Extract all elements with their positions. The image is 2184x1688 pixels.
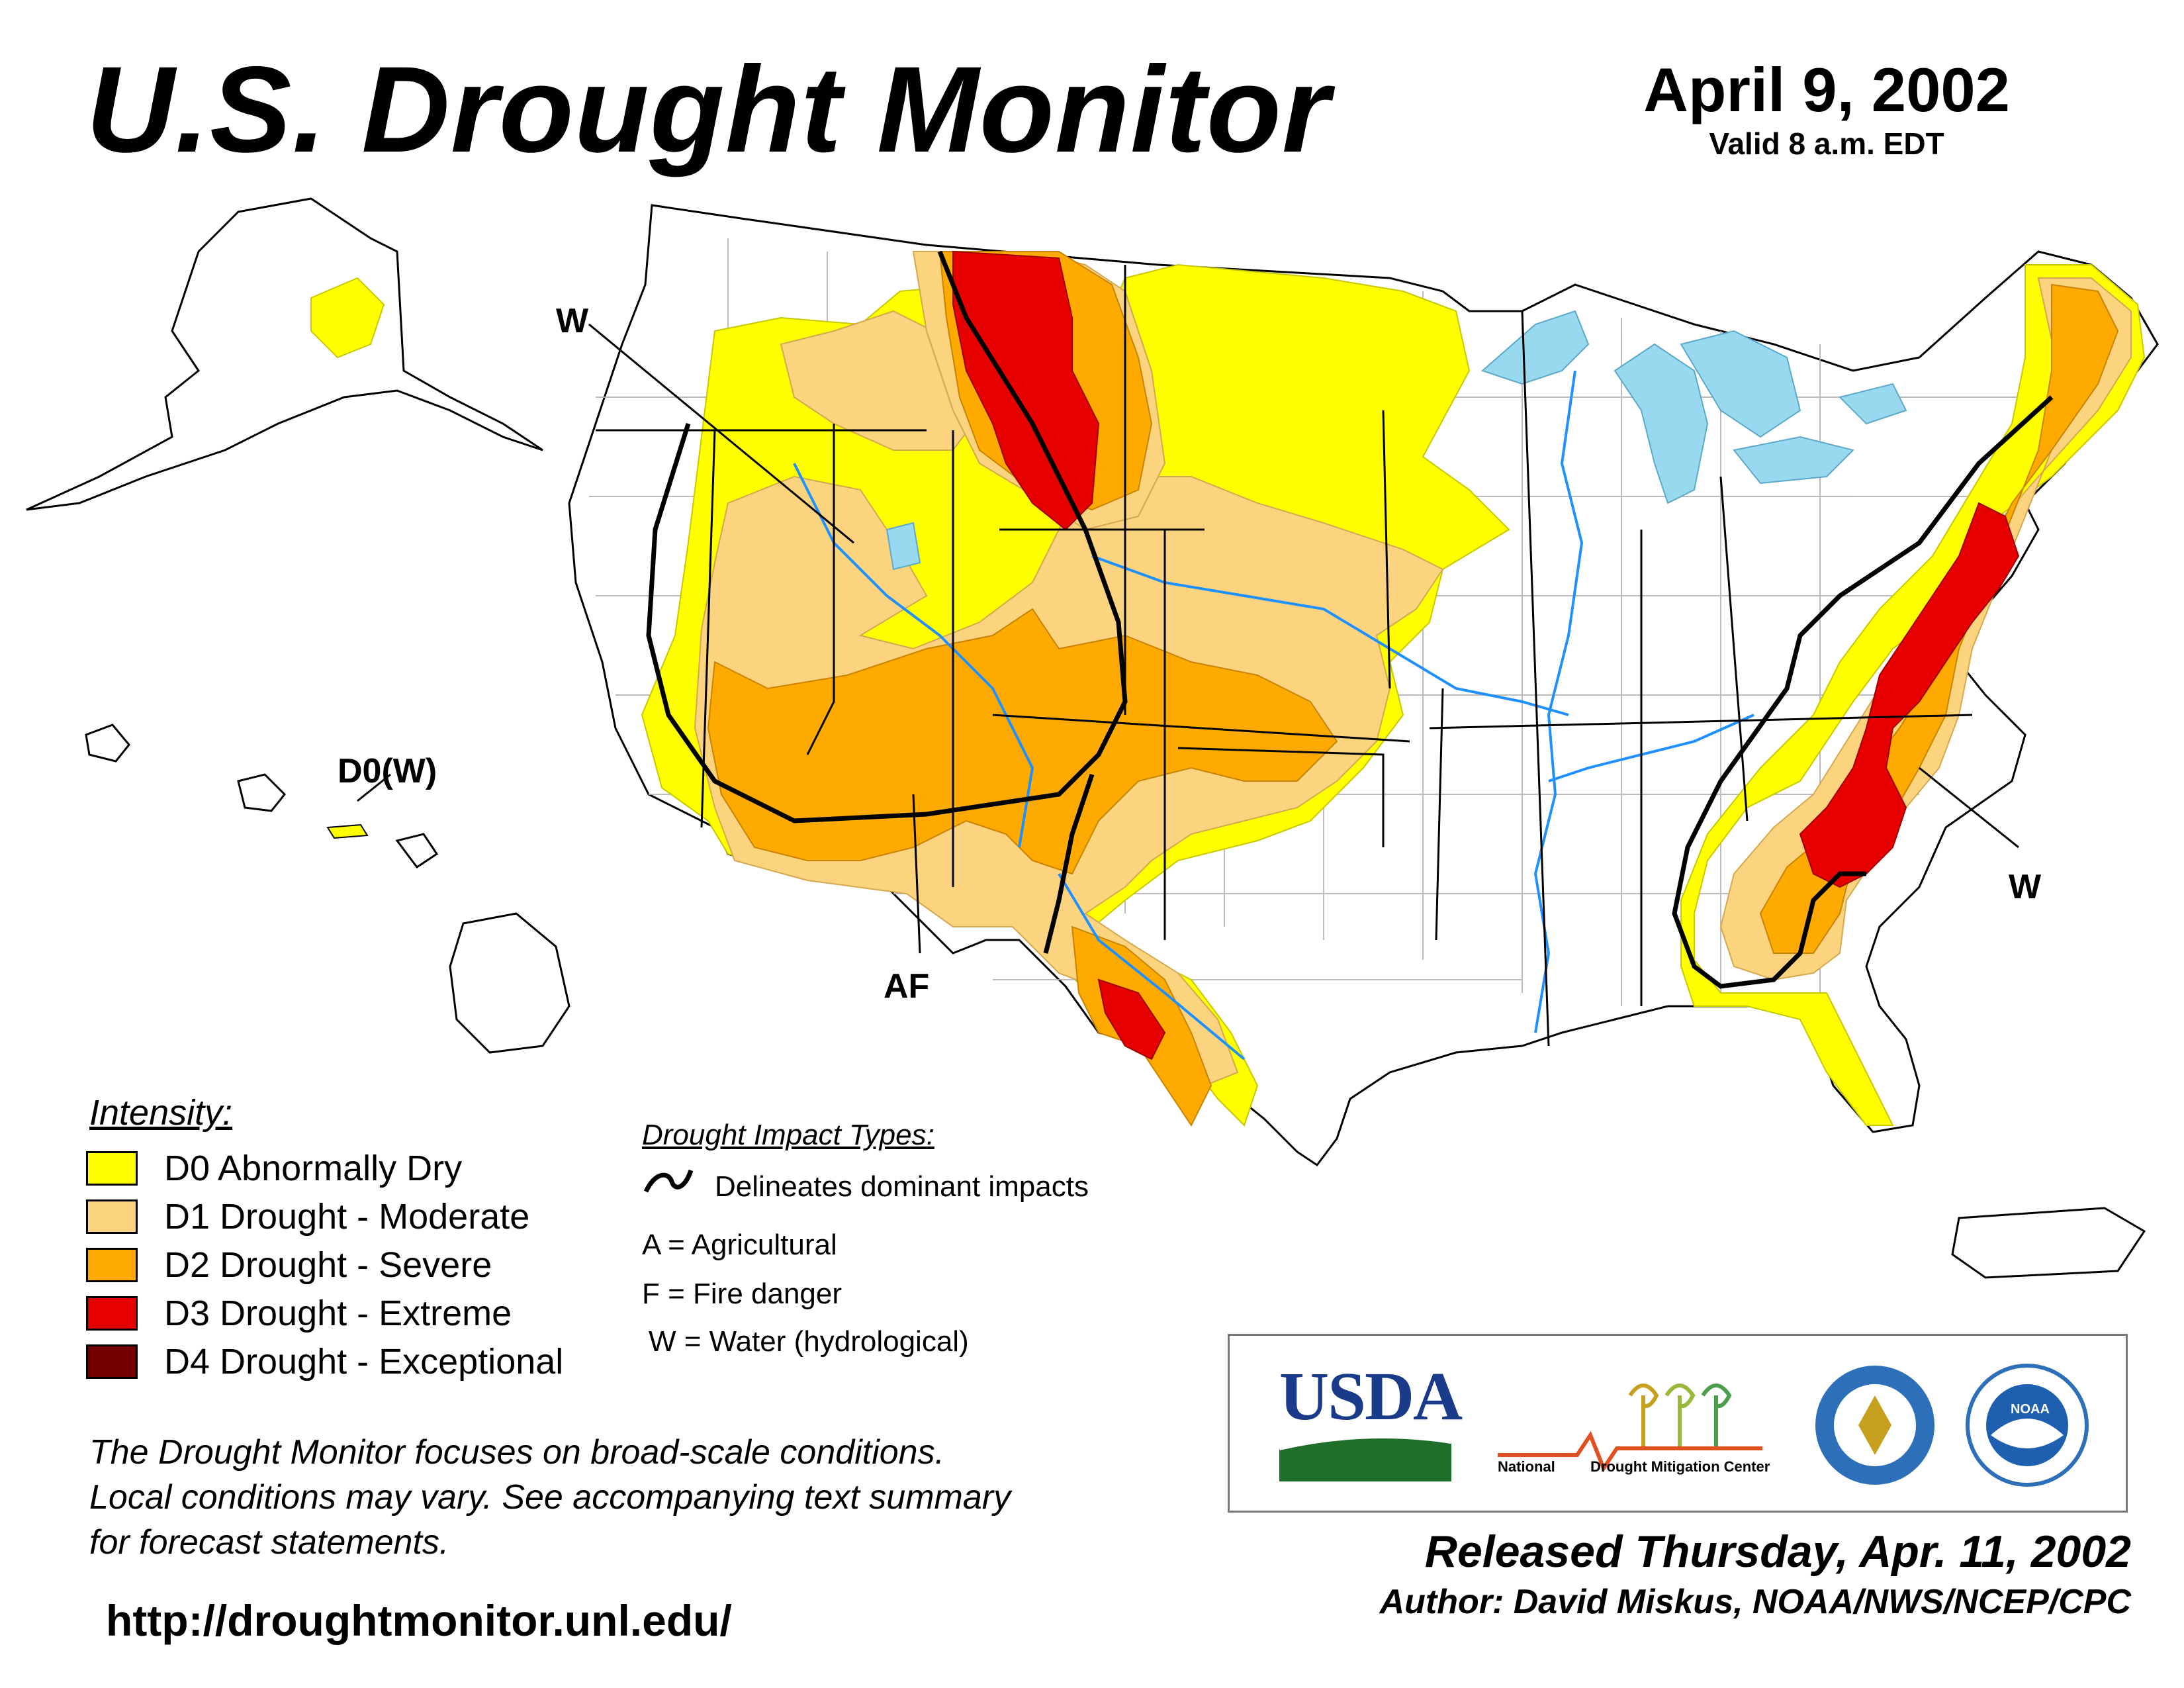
alaska-d0 [310, 277, 385, 359]
legend-label-d3: D3 Drought - Extreme [164, 1293, 512, 1333]
ndmc-logo: National Drought Mitigation Center [1498, 1369, 1776, 1488]
ndmc-trees-icon [1498, 1383, 1762, 1473]
disclaimer-line-2: Local conditions may vary. See accompany… [89, 1478, 1011, 1517]
impact-type-w: W = Water (hydrological) [649, 1325, 969, 1358]
impact-label-north-w: W [556, 302, 589, 340]
alaska [26, 197, 543, 511]
legend-swatch-d1 [86, 1199, 138, 1234]
d2-southwest [707, 608, 1338, 875]
disclaimer-line-1: The Drought Monitor focuses on broad-sca… [89, 1433, 945, 1472]
legend-swatch-d2 [86, 1248, 138, 1282]
author-credit: Author: David Miskus, NOAA/NWS/NCEP/CPC [1379, 1583, 2131, 1621]
legend-label-d4: D4 Drought - Exceptional [164, 1342, 564, 1382]
disclaimer: The Drought Monitor focuses on broad-sca… [89, 1430, 1011, 1565]
ndmc-logo-right-text: Drought Mitigation Center [1590, 1458, 1770, 1475]
legend-swatch-d0 [86, 1151, 138, 1186]
puerto-rico [1951, 1207, 2146, 1279]
legend-item-d3: D3 Drought - Extreme [86, 1293, 512, 1333]
impact-label-east-w: W [2009, 868, 2042, 906]
label-pointers [357, 323, 2019, 954]
commerce-seal-icon [1815, 1366, 1934, 1485]
legend-item-d2: D2 Drought - Severe [86, 1245, 492, 1285]
impact-line-desc: Delineates dominant impacts [715, 1170, 1089, 1203]
legend-title: Intensity: [89, 1093, 233, 1133]
legend-label-d2: D2 Drought - Severe [164, 1245, 492, 1285]
disclaimer-line-3: for forecast statements. [89, 1523, 449, 1562]
noaa-logo-text: NOAA [2011, 1402, 2050, 1417]
legend-item-d0: D0 Abnormally Dry [86, 1149, 462, 1188]
legend-swatch-d4 [86, 1344, 138, 1379]
noaa-logo: NOAA [1964, 1362, 2090, 1491]
valid-time: Valid 8 a.m. EDT [1709, 126, 1944, 161]
great-salt-lake [886, 522, 921, 571]
impact-label-hawaii: D0(W) [338, 752, 437, 790]
legend-item-d4: D4 Drought - Exceptional [86, 1342, 563, 1382]
ndmc-logo-left-text: National [1498, 1458, 1555, 1475]
usda-field-icon [1279, 1434, 1451, 1481]
map-title: U.S. Drought Monitor [86, 42, 1330, 178]
state-borders [596, 265, 1973, 1047]
impact-label-af: AF [884, 967, 930, 1006]
legend-label-d0: D0 Abnormally Dry [164, 1149, 463, 1188]
release-date: Released Thursday, Apr. 11, 2002 [1424, 1526, 2131, 1577]
agency-logos: USDA National Drought Mitigation Center [1228, 1334, 2128, 1513]
drought-monitor-url[interactable]: http://droughtmonitor.unl.edu/ [106, 1596, 732, 1645]
impact-lines [646, 250, 2054, 989]
hawaii-d0 [326, 823, 369, 839]
great-lakes [1481, 310, 1907, 504]
impact-type-f: F = Fire danger [642, 1278, 842, 1310]
impact-type-a: A = Agricultural [642, 1229, 837, 1261]
impact-types-title: Drought Impact Types: [642, 1119, 934, 1151]
commerce-seal [1812, 1362, 1938, 1491]
map-date: April 9, 2002 [1643, 55, 2010, 124]
d3-west-texas [1097, 978, 1166, 1060]
legend-item-d1: D1 Drought - Moderate [86, 1197, 529, 1237]
noaa-logo-icon [1966, 1364, 2089, 1487]
usda-logo: USDA [1279, 1358, 1463, 1488]
usda-logo-text: USDA [1279, 1358, 1463, 1434]
legend-label-d1: D1 Drought - Moderate [164, 1197, 530, 1237]
hawaii [85, 724, 570, 1054]
legend-swatch-d3 [86, 1296, 138, 1331]
impact-line-icon [643, 1169, 694, 1193]
